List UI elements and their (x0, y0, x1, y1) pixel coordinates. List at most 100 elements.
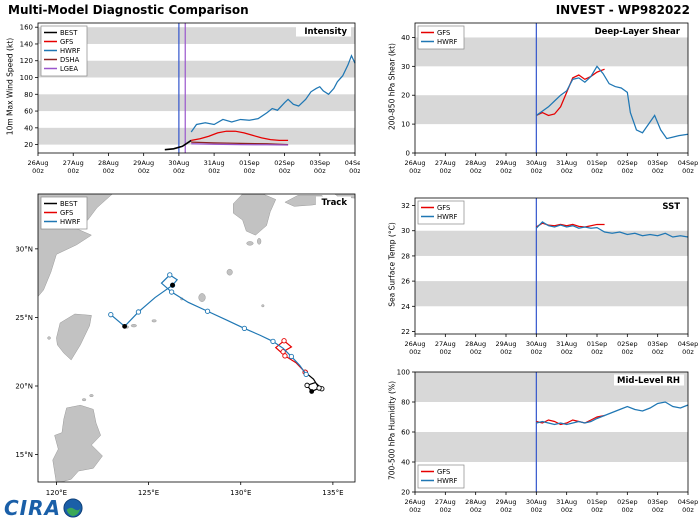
storm-id: INVEST - WP982022 (555, 3, 690, 17)
y-tick-label: 24 (401, 303, 410, 311)
legend-label: GFS (437, 29, 450, 37)
y-tick-label: 40 (401, 459, 410, 467)
series-HWRF (190, 54, 356, 133)
y-tick-label: 100 (20, 74, 33, 82)
x-tick-label: 01Sep (239, 159, 260, 167)
island (246, 241, 254, 246)
series-BEST (164, 139, 192, 151)
x-tick-label: 00z (470, 506, 482, 514)
x-tick-label: 02Sep (274, 159, 295, 167)
x-tick-label: 03Sep (647, 498, 668, 506)
x-tick-label: 00z (500, 167, 512, 175)
track-point (168, 289, 175, 295)
track-point (281, 338, 287, 344)
x-tick-label: 31Aug (556, 498, 577, 506)
track-point (108, 312, 114, 318)
x-tick-label: 04Sep (345, 159, 360, 167)
page-title: Multi-Model Diagnostic Comparison (8, 3, 249, 17)
x-tick-label: 00z (591, 506, 603, 514)
x-tick-label: 01Sep (587, 498, 608, 506)
y-tick-label: 140 (20, 40, 33, 48)
track-point (270, 338, 276, 345)
x-tick-label: 00z (621, 348, 633, 356)
track-point (241, 325, 248, 332)
y-tick-label: 160 (20, 24, 33, 32)
legend-label: BEST (60, 200, 78, 208)
synoptic-fix-dot (309, 389, 315, 394)
x-tick-label: 00z (138, 167, 150, 175)
x-tick-label: 00z (409, 506, 421, 514)
x-tick-label: 27Aug (435, 340, 456, 348)
x-tick-label: 30Aug (526, 340, 547, 348)
panel-title-bg (614, 374, 684, 386)
x-tick-label: 00z (652, 506, 664, 514)
x-tick-label: 00z (652, 348, 664, 356)
y-tick-label: 0 (406, 150, 410, 158)
x-tick-label: 00z (652, 167, 664, 175)
x-tick-label: 01Sep (587, 340, 608, 348)
rh-ylabel: 700-500 hPa Humidity (%) (387, 381, 397, 481)
x-tick-label: 27Aug (63, 159, 84, 167)
x-tick-label: 00z (349, 167, 360, 175)
y-tick-label: 60 (24, 108, 33, 116)
x-tick-label: 28Aug (98, 159, 119, 167)
island (261, 304, 265, 308)
y-tick-label: 28 (401, 252, 410, 260)
x-tick-label: 00z (682, 167, 694, 175)
intensity-ylabel: 10m Max Wind Speed (kt) (5, 37, 15, 136)
y-tick-label: 80 (24, 91, 33, 99)
track-map: 120°E 125°E 130°E 135°E 15°N 20°N 25°N 30°N Trac… (15, 193, 356, 497)
legend-label: HWRF (437, 38, 458, 46)
x-tick-label: 00z (409, 167, 421, 175)
x-tick-label: 00z (32, 167, 44, 175)
legend-label: HWRF (60, 218, 81, 226)
panel-title: Deep-Layer Shear (595, 27, 681, 37)
lat-tick-label: 20°N (15, 383, 33, 391)
legend-label: GFS (60, 38, 73, 46)
track-point (304, 382, 310, 388)
intensity-chart: 2040608010012014016026Aug00z27Aug00z28Au… (20, 22, 360, 175)
x-tick-label: 03Sep (647, 340, 668, 348)
plot-border (414, 197, 689, 335)
legend-label: BEST (60, 29, 78, 37)
legend-label: HWRF (60, 47, 81, 55)
logo-text: CIRA (4, 496, 61, 520)
x-tick-label: 00z (621, 506, 633, 514)
lat-tick-label: 30°N (15, 245, 33, 253)
x-tick-label: 28Aug (465, 159, 486, 167)
x-tick-label: 00z (173, 167, 185, 175)
x-tick-label: 00z (279, 167, 291, 175)
x-tick-label: 00z (409, 348, 421, 356)
x-tick-label: 31Aug (556, 340, 577, 348)
legend-label: HWRF (437, 213, 458, 221)
x-tick-label: 26Aug (28, 159, 49, 167)
shaded-band (415, 432, 688, 462)
x-tick-label: 00z (682, 506, 694, 514)
lon-tick-label: 120°E (46, 489, 67, 497)
synoptic-fix-dot (170, 282, 175, 288)
x-tick-label: 30Aug (168, 159, 189, 167)
legend-label: GFS (437, 204, 450, 212)
y-tick-label: 26 (401, 278, 410, 286)
shaded-band (415, 95, 688, 125)
sst-chart: 22242628303226Aug00z27Aug00z28Aug00z29Au… (401, 197, 698, 356)
x-tick-label: 00z (591, 348, 603, 356)
legend-label: HWRF (437, 477, 458, 485)
lat-tick-label: 15°N (15, 451, 33, 459)
landmass (233, 194, 277, 236)
x-tick-label: 00z (621, 167, 633, 175)
x-tick-label: 00z (314, 167, 326, 175)
shaded-band (415, 281, 688, 307)
track-point (204, 308, 211, 314)
shaded-band (38, 60, 355, 78)
panel-title: Mid-Level RH (617, 376, 680, 386)
track-point (316, 385, 322, 391)
x-tick-label: 30Aug (526, 159, 547, 167)
x-tick-label: 29Aug (133, 159, 154, 167)
panel-title-bg (316, 196, 351, 208)
x-tick-label: 02Sep (617, 340, 638, 348)
track-point (167, 272, 173, 278)
legend-label: LGEA (60, 65, 78, 73)
plot-border (37, 22, 356, 154)
